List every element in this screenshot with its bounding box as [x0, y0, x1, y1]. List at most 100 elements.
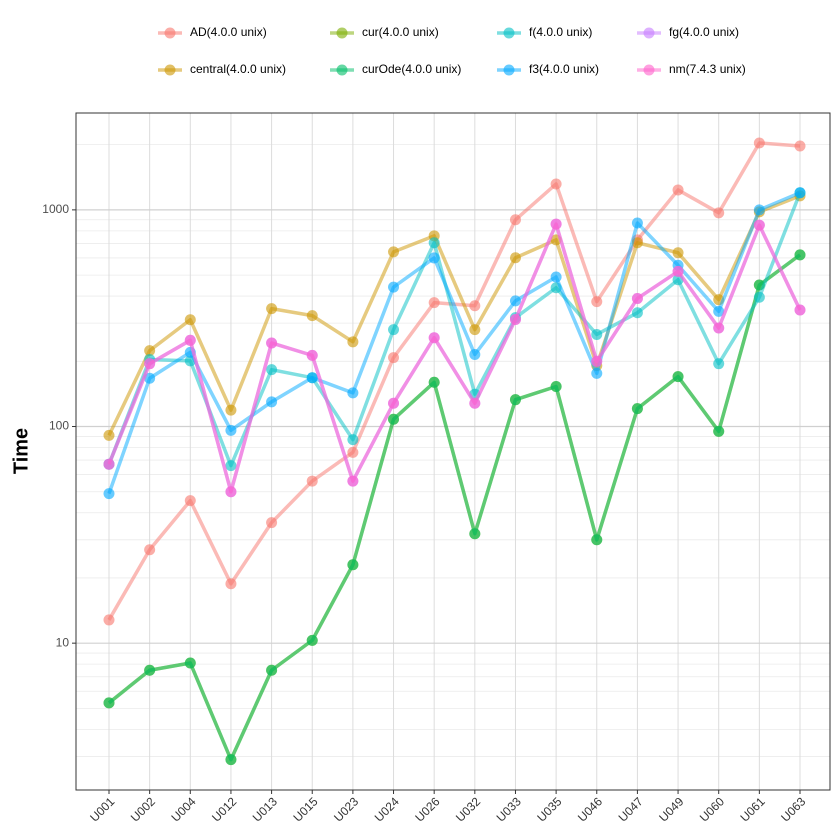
data-point	[794, 249, 806, 261]
data-point	[509, 214, 521, 226]
data-point	[713, 425, 725, 437]
data-point	[469, 528, 481, 540]
data-point	[428, 237, 440, 249]
y-tick-label: 10	[56, 635, 70, 649]
data-point	[550, 178, 562, 190]
data-point	[591, 534, 603, 546]
data-point	[347, 446, 359, 458]
data-point	[266, 303, 278, 315]
data-point	[225, 754, 237, 766]
data-point	[103, 614, 115, 626]
data-point	[103, 488, 115, 500]
data-point	[509, 394, 521, 406]
data-point	[469, 397, 481, 409]
data-point	[266, 396, 278, 408]
series-line	[107, 191, 801, 495]
legend-label: central(4.0.0 unix)	[190, 62, 286, 76]
data-point	[347, 559, 359, 571]
data-point	[144, 358, 156, 370]
data-point	[591, 328, 603, 340]
data-point	[266, 664, 278, 676]
data-point	[144, 544, 156, 556]
legend-label: curOde(4.0.0 unix)	[362, 62, 461, 76]
data-point	[184, 314, 196, 326]
data-point	[428, 376, 440, 388]
x-tick-label: U023	[331, 794, 361, 824]
data-point	[103, 697, 115, 709]
legend-key-point	[164, 64, 176, 76]
x-tick-label: U015	[290, 794, 320, 824]
data-point	[794, 187, 806, 199]
series-line	[107, 194, 801, 437]
plot-border	[75, 112, 831, 791]
data-point	[225, 460, 237, 472]
data-point	[469, 348, 481, 360]
data-point	[631, 403, 643, 415]
x-tick-label: U001	[87, 794, 117, 824]
data-point	[103, 458, 115, 470]
data-point	[713, 305, 725, 317]
legend-key-point	[643, 64, 655, 76]
x-tick-label: U047	[616, 794, 646, 824]
data-point	[306, 310, 318, 322]
x-tick-label: U024	[372, 794, 402, 824]
data-point	[509, 295, 521, 307]
data-point	[713, 207, 725, 219]
data-point	[672, 371, 684, 383]
data-point	[753, 137, 765, 149]
data-point	[428, 252, 440, 264]
data-point	[672, 247, 684, 259]
data-point	[509, 313, 521, 325]
x-tick-label: U061	[738, 794, 768, 824]
data-point	[469, 300, 481, 312]
data-point	[469, 324, 481, 336]
legend-label: cur(4.0.0 unix)	[362, 25, 439, 39]
x-tick-label: U049	[656, 794, 686, 824]
legend-label: AD(4.0.0 unix)	[190, 25, 267, 39]
data-point	[388, 246, 400, 258]
data-point	[225, 404, 237, 416]
x-tick-label: U013	[250, 794, 280, 824]
data-point	[266, 337, 278, 349]
data-point	[306, 475, 318, 487]
data-point	[631, 217, 643, 229]
data-point	[347, 434, 359, 446]
legend-label: f(4.0.0 unix)	[529, 25, 592, 39]
data-point	[509, 252, 521, 264]
legend-label: nm(7.4.3 unix)	[669, 62, 746, 76]
data-point	[591, 355, 603, 367]
data-point	[672, 184, 684, 196]
legend-key-point	[503, 64, 515, 76]
data-point	[306, 349, 318, 361]
x-tick-label: U033	[494, 794, 524, 824]
data-point	[753, 204, 765, 216]
x-tick-label: U035	[534, 794, 564, 824]
data-point	[347, 387, 359, 399]
grid	[76, 113, 830, 790]
data-point	[672, 265, 684, 277]
legend-key-point	[503, 27, 515, 39]
series-line	[107, 222, 802, 494]
data-point	[144, 345, 156, 357]
data-point	[184, 495, 196, 507]
data-point	[753, 219, 765, 231]
data-point	[225, 486, 237, 498]
x-tick-label: U032	[453, 794, 483, 824]
data-point	[225, 424, 237, 436]
y-tick-label: 100	[49, 419, 69, 433]
y-axis-label: Time	[10, 428, 32, 474]
data-point	[631, 307, 643, 319]
data-point	[144, 372, 156, 384]
data-point	[144, 664, 156, 676]
legend-key-point	[643, 27, 655, 39]
x-tick-label: U046	[575, 794, 605, 824]
series-line	[107, 192, 802, 468]
legend-label: f3(4.0.0 unix)	[529, 62, 599, 76]
legend-key-point	[336, 64, 348, 76]
x-tick-label: U004	[168, 794, 198, 824]
x-tick-label: U026	[412, 794, 442, 824]
data-point	[550, 218, 562, 230]
data-point	[591, 367, 603, 379]
data-point	[388, 281, 400, 293]
